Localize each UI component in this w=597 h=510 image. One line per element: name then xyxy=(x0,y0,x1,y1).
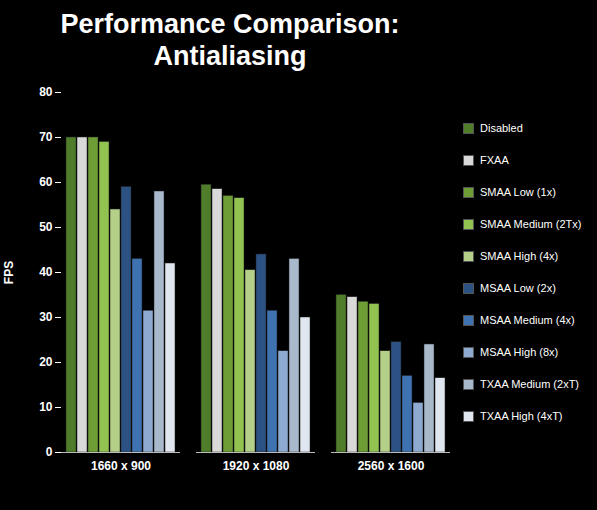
svg-text:60: 60 xyxy=(39,175,53,189)
svg-text:80: 80 xyxy=(39,85,53,99)
svg-text:2560 x 1600: 2560 x 1600 xyxy=(358,459,425,473)
html-text:SMAA Medium (2Tx): SMAA Medium (2Tx) xyxy=(480,218,582,230)
html-text:SMAA High (4x): SMAA High (4x) xyxy=(480,250,559,262)
svg-text:1660 x 900: 1660 x 900 xyxy=(91,459,151,473)
svg-text:40: 40 xyxy=(39,265,53,279)
svg-text:10: 10 xyxy=(39,400,53,414)
html-text:Performance Comparison: Antial: Performance Comparison: Antialiasing xyxy=(60,9,400,71)
html-text:TXAA Medium (2xT): TXAA Medium (2xT) xyxy=(480,378,579,390)
html-text:MSAA High (8x): MSAA High (8x) xyxy=(480,346,559,358)
html-text:Disabled: Disabled xyxy=(480,122,523,134)
svg-text:70: 70 xyxy=(39,130,53,144)
html-text:MSAA Low (2x): MSAA Low (2x) xyxy=(480,282,556,294)
html-text:MSAA Medium (4x): MSAA Medium (4x) xyxy=(480,314,575,326)
html-text:SMAA Low (1x): SMAA Low (1x) xyxy=(480,186,556,198)
svg-text:FPS: FPS xyxy=(2,261,16,284)
svg-text:20: 20 xyxy=(39,355,53,369)
svg-text:30: 30 xyxy=(39,310,53,324)
html-text:FXAA: FXAA xyxy=(480,154,509,166)
svg-text:50: 50 xyxy=(39,220,53,234)
svg-text:1920 x 1080: 1920 x 1080 xyxy=(223,459,290,473)
svg-text:0: 0 xyxy=(46,445,53,459)
html-text:TXAA High (4xT): TXAA High (4xT) xyxy=(480,410,563,422)
